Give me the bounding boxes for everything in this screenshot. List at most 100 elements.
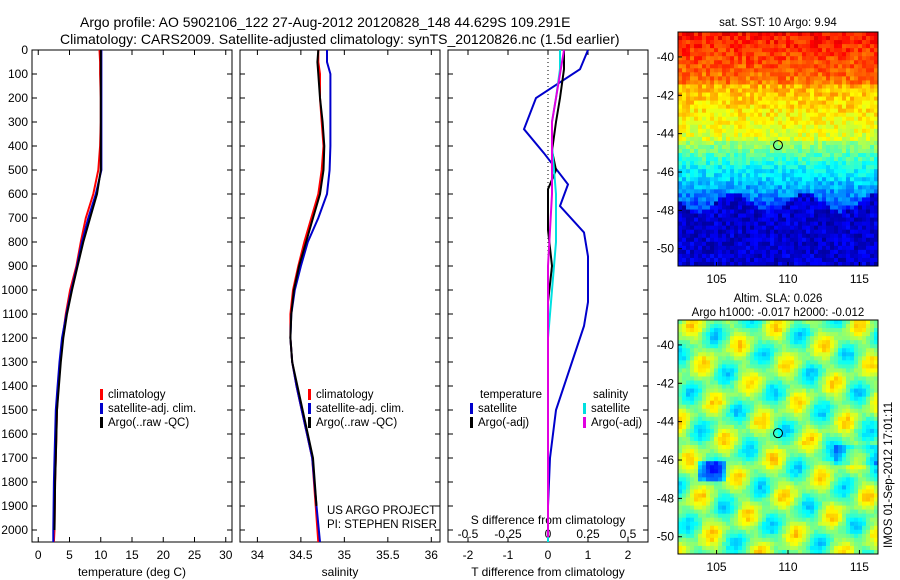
map-cell [694,388,699,394]
y-tick-label: 1400 [1,379,28,393]
map-cell [806,368,811,373]
map-cell [766,120,771,126]
map-cell [814,348,819,353]
map-cell [734,364,739,369]
map-cell [810,205,815,210]
map-cell [726,48,731,53]
map-cell [870,72,875,77]
map-cell [786,384,791,389]
map-cell [846,120,851,126]
map-cell [758,396,763,402]
map-cell [790,68,795,73]
map-cell [846,344,851,349]
map-cell [706,388,711,394]
map-cell [834,140,839,146]
map-cell [722,221,727,227]
map-cell [754,213,759,218]
map-cell [738,348,743,353]
map-cell [782,412,787,418]
map-cell [766,380,771,385]
map-cell [818,257,823,263]
map-cell [746,100,751,106]
series-line-climatology [52,49,102,543]
map-cell [702,201,707,206]
map-cell [694,428,699,434]
map-cell [754,40,759,45]
map-cell [762,457,767,462]
map-cell [678,217,683,223]
map-cell [730,124,735,130]
map-cell [810,233,815,239]
map-cell [762,177,767,182]
map-cell [750,44,755,49]
map-cell [710,445,715,450]
map-cell [710,245,715,251]
map-cell [786,404,791,410]
map-cell [850,72,855,77]
map-cell [742,60,747,65]
map-cell [822,197,827,202]
map-cell [834,124,839,130]
map-cell [814,225,819,231]
map-cell [826,404,831,410]
map-cell [782,453,787,458]
map-cell [830,40,835,45]
map-cell [714,249,719,255]
map-cell [726,449,731,454]
map-cell [758,96,763,101]
map-cell [874,56,879,61]
map-cell [730,428,735,434]
map-cell [698,416,703,422]
map-cell [862,437,867,442]
map-cell [778,408,783,414]
map-cell [694,104,699,110]
map-cell [734,449,739,454]
map-cell [710,132,715,138]
map-cell [742,364,747,369]
map-cell [698,241,703,247]
map-cell [806,404,811,410]
map-cell [790,36,795,41]
map-cell [870,229,875,235]
map-cell [806,237,811,243]
map-cell [762,161,767,166]
map-cell [738,380,743,385]
map-cell [790,80,795,85]
map-cell [846,116,851,122]
map-cell [722,205,727,210]
map-cell [690,221,695,227]
map-cell [702,457,707,462]
map-cell [758,372,763,377]
map-cell [802,88,807,93]
map-cell [682,404,687,410]
map-cell [814,144,819,150]
map-cell [702,36,707,41]
map-cell [742,257,747,263]
map-cell [694,364,699,369]
map-cell [754,340,759,345]
map-cell [686,120,691,126]
map-cell [818,392,823,398]
map-cell [754,128,759,134]
map-cell [826,336,831,341]
map-cell [706,340,711,345]
map-cell [734,257,739,263]
map-cell [694,189,699,194]
map-cell [834,60,839,65]
map-cell [862,320,867,325]
map-cell [862,348,867,353]
map-cell [758,344,763,349]
map-cell [754,72,759,77]
map-cell [738,189,743,194]
map-cell [778,128,783,134]
map-cell [838,428,843,434]
map-cell [834,104,839,110]
map-cell [762,76,767,81]
map-cell [750,153,755,158]
map-cell [742,261,747,267]
map-cell [782,225,787,231]
map-cell [750,416,755,422]
map-cell [834,229,839,235]
map-cell [806,408,811,414]
map-cell [794,149,799,154]
